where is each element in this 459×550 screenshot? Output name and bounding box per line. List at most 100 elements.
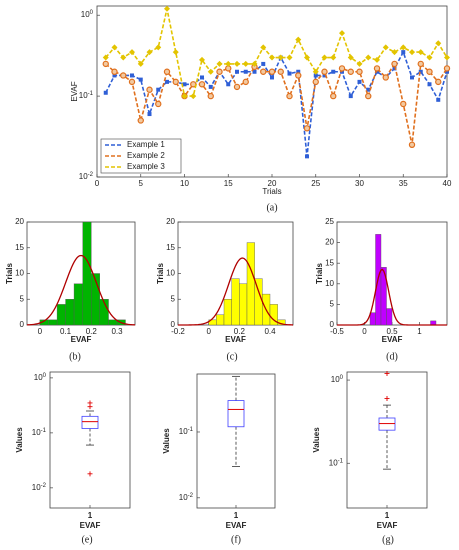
y-tick-label: 100 (331, 375, 344, 385)
marker (137, 117, 144, 124)
y-tick-label: 10-1 (179, 427, 194, 437)
bar (216, 314, 225, 326)
tick-base: 10 (179, 427, 188, 436)
marker (261, 61, 266, 66)
x-tick-label: 1 (88, 511, 93, 520)
bar (73, 283, 84, 326)
bar (82, 221, 92, 326)
y-tick-label: 5 (171, 294, 176, 303)
x-tick-label: 0.4 (264, 327, 276, 336)
marker (225, 60, 232, 67)
marker (392, 66, 397, 71)
marker (357, 79, 362, 84)
y-tick-label: 100 (81, 10, 94, 20)
x-tick-label: 40 (443, 179, 452, 188)
marker (112, 73, 117, 78)
marker (216, 68, 223, 75)
tick-exponent: -1 (188, 427, 194, 433)
marker (129, 49, 135, 56)
marker (155, 44, 162, 51)
plot-area (346, 371, 428, 509)
marker (347, 54, 354, 61)
marker (102, 54, 109, 61)
marker (165, 79, 169, 84)
marker (242, 60, 249, 67)
marker (313, 73, 318, 78)
y-tick-label: 10-2 (179, 492, 194, 502)
marker (330, 92, 337, 100)
tick-base: 10 (329, 458, 338, 467)
bar (246, 242, 255, 326)
marker (172, 78, 179, 86)
tick-base: 10 (81, 10, 90, 19)
tick-base: 10 (79, 91, 88, 100)
outlier (87, 471, 93, 477)
caption: (c) (226, 351, 237, 362)
marker (417, 49, 424, 56)
marker (242, 78, 249, 86)
marker (296, 69, 301, 74)
x-tick-label: 0.5 (386, 327, 398, 336)
marker (128, 78, 136, 86)
y-axis-label: Trials (5, 263, 14, 284)
marker (409, 49, 415, 56)
series-line (105, 61, 448, 145)
marker (365, 54, 372, 61)
marker (268, 68, 276, 75)
legend-label: Example 1 (127, 140, 165, 149)
y-tick-label: 10 (15, 269, 24, 278)
x-tick-label: -0.5 (330, 327, 344, 336)
bar (223, 299, 232, 326)
caption: (b) (69, 351, 81, 362)
tick-exponent: 0 (90, 10, 94, 16)
bar (386, 308, 393, 326)
marker (138, 77, 143, 82)
tick-base: 10 (331, 375, 340, 384)
y-tick-label: 10-2 (79, 172, 94, 182)
legend-label: Example 3 (127, 162, 165, 171)
marker (181, 93, 188, 100)
marker (243, 69, 248, 74)
marker (295, 36, 302, 43)
marker (208, 84, 213, 89)
marker (251, 60, 258, 67)
x-tick-label: 10 (180, 179, 189, 188)
bar (99, 299, 109, 326)
y-axis-label: Values (15, 427, 24, 453)
marker (417, 60, 424, 68)
marker (277, 54, 284, 61)
x-axis-label: EVAF (225, 335, 246, 344)
marker (163, 68, 171, 75)
x-axis-label: EVAF (377, 521, 398, 530)
y-axis-label: Values (312, 427, 321, 453)
y-tick-label: 0 (171, 320, 176, 329)
marker (339, 30, 345, 37)
marker (130, 73, 134, 78)
tick-exponent: -1 (338, 458, 344, 464)
bar (231, 278, 240, 326)
y-axis-label: Trials (315, 263, 324, 284)
y-tick-label: 10-2 (32, 482, 47, 492)
marker (321, 54, 328, 61)
tick-base: 10 (32, 483, 41, 492)
outlier (384, 396, 390, 402)
marker (207, 92, 214, 100)
marker (340, 69, 344, 74)
marker (338, 65, 346, 72)
bar (239, 283, 248, 326)
marker (146, 86, 153, 93)
marker (102, 60, 109, 68)
marker (445, 69, 449, 74)
marker (198, 81, 206, 88)
marker (312, 78, 319, 86)
marker (426, 54, 433, 61)
y-tick-label: 10-1 (329, 458, 344, 468)
bar (269, 304, 278, 326)
marker (427, 82, 432, 87)
box (378, 417, 396, 431)
x-tick-label: 30 (355, 179, 364, 188)
x-axis-label: EVAF (80, 521, 101, 530)
tick-base: 10 (179, 493, 188, 502)
